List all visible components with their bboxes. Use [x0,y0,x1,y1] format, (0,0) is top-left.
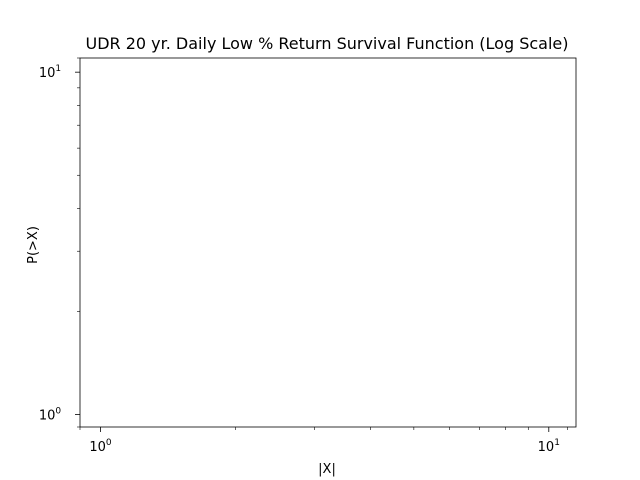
y-tick-label: 101 [39,64,61,81]
chart-title: UDR 20 yr. Daily Low % Return Survival F… [86,34,569,53]
y-axis-label: P(>X) [26,226,41,264]
y-tick-label: 100 [39,407,62,424]
y-axis-ticks: 100 101 [39,57,80,428]
x-tick-label: 100 [89,438,112,455]
plot-area: 100 101 100 101 [39,57,577,455]
x-axis-ticks: 100 101 [79,427,568,455]
axes-frame [79,57,577,428]
x-tick-label: 101 [538,438,560,455]
x-axis-label: |X| [318,462,336,477]
